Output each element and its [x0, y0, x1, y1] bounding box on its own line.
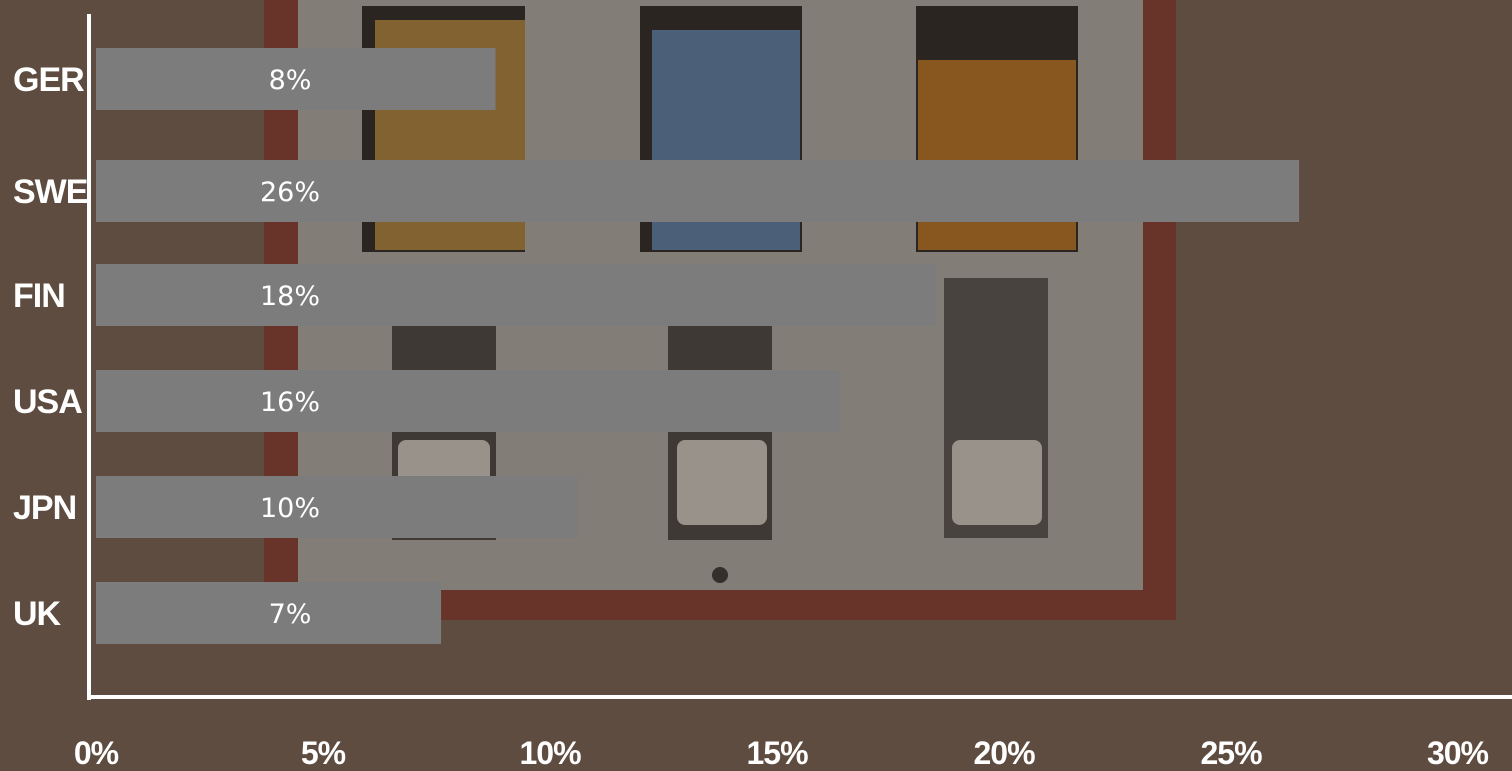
bar-fin [96, 264, 936, 326]
data-label-swe: 26% [260, 177, 320, 208]
data-label-uk: 7% [269, 599, 312, 630]
category-label-usa: USA [13, 383, 82, 421]
bar-jpn [96, 476, 578, 538]
x-tick-label-25: 25% [1200, 735, 1262, 771]
category-label-swe: SWE [13, 173, 88, 211]
bar-swe [96, 160, 1300, 222]
category-label-jpn: JPN [13, 489, 76, 527]
data-label-usa: 16% [260, 387, 320, 418]
x-tick-label-0: 0% [74, 735, 119, 771]
x-tick-label-20: 20% [973, 735, 1035, 771]
x-tick-label-30: 30% [1427, 735, 1489, 771]
data-label-ger: 8% [269, 65, 312, 96]
x-tick-label-10: 10% [519, 735, 581, 771]
data-label-jpn: 10% [260, 493, 320, 524]
bar-ger [96, 48, 496, 110]
x-tick-label-15: 15% [746, 735, 808, 771]
category-label-uk: UK [13, 595, 62, 633]
bar-uk [96, 582, 442, 644]
category-label-fin: FIN [13, 277, 65, 315]
x-tick-label-5: 5% [301, 735, 346, 771]
data-label-fin: 18% [260, 281, 320, 312]
bar-usa [96, 370, 841, 432]
category-label-ger: GER [13, 61, 84, 99]
